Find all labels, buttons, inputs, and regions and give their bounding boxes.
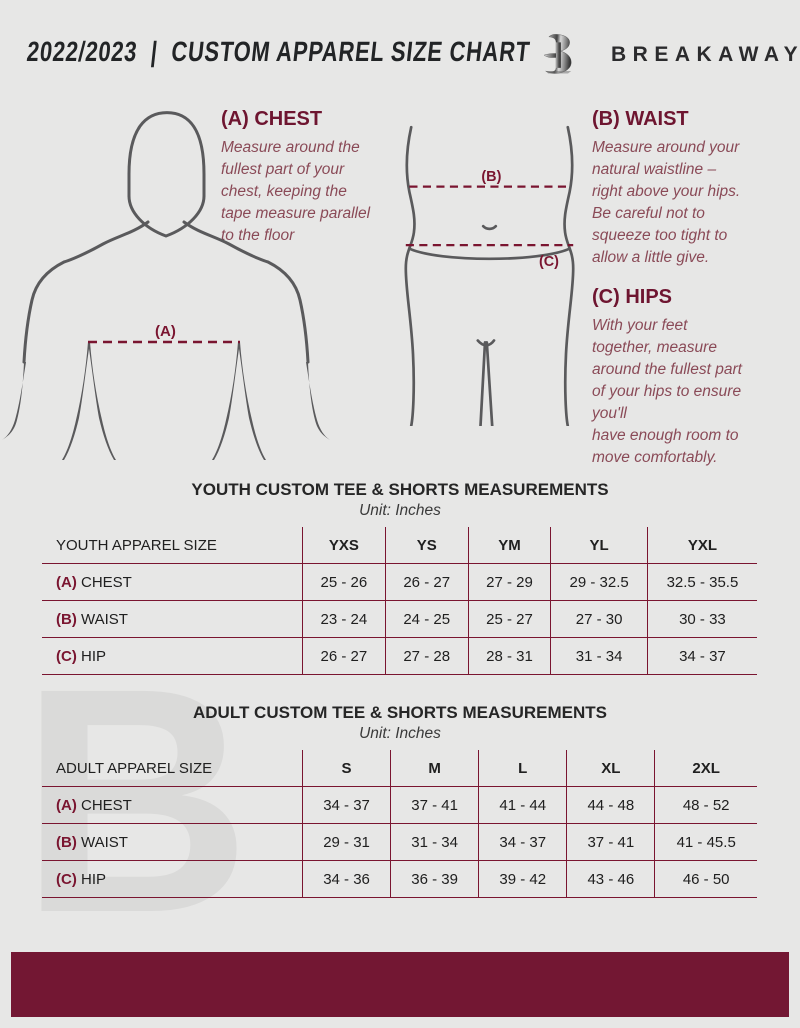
svg-text:(A): (A) [155, 323, 176, 340]
svg-text:(B): (B) [481, 169, 501, 185]
svg-text:(C): (C) [539, 254, 559, 270]
